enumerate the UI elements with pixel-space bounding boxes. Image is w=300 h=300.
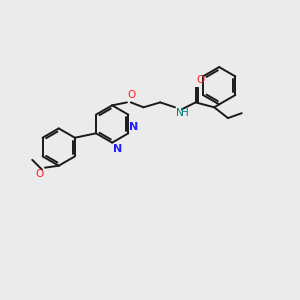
Text: O: O — [196, 75, 205, 85]
Text: O: O — [36, 169, 44, 178]
Text: H: H — [182, 108, 189, 118]
Text: N: N — [129, 122, 139, 132]
Text: N: N — [113, 144, 122, 154]
Text: N: N — [176, 108, 184, 118]
Text: O: O — [128, 90, 136, 100]
